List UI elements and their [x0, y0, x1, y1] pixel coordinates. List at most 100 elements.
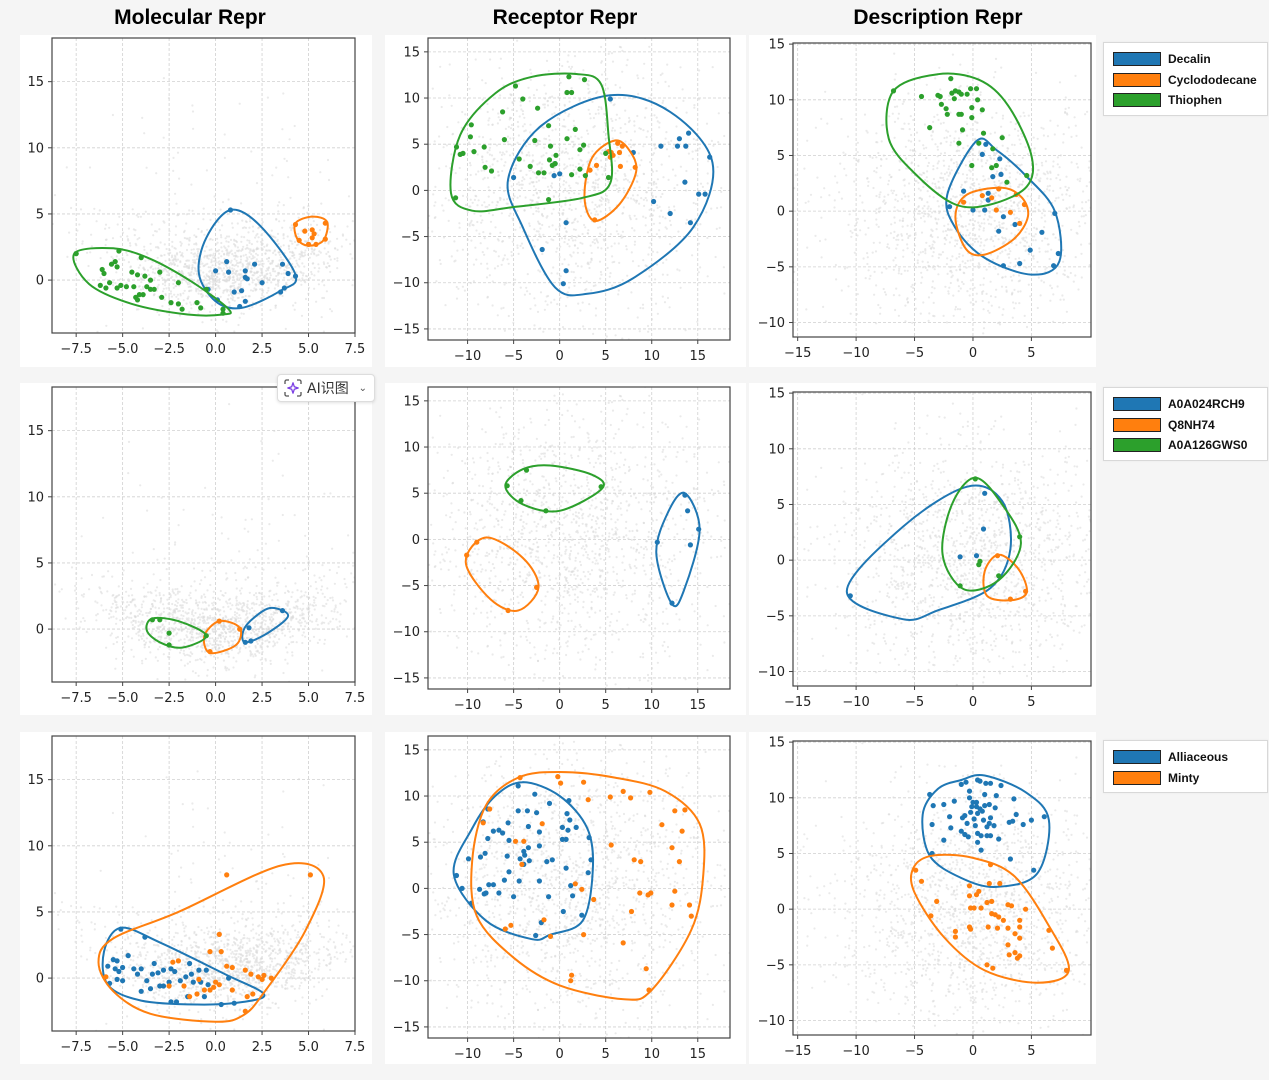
background-point	[257, 236, 260, 239]
background-point	[1017, 290, 1020, 293]
background-point	[588, 303, 591, 306]
background-point	[691, 254, 694, 257]
background-point	[618, 117, 621, 120]
background-point	[1014, 234, 1017, 237]
background-point	[468, 223, 471, 226]
background-point	[325, 266, 328, 269]
background-point	[198, 613, 202, 616]
background-point	[980, 222, 983, 225]
background-point	[182, 292, 185, 295]
background-point	[496, 201, 499, 204]
background-point	[498, 66, 501, 70]
background-point	[631, 227, 634, 230]
data-point	[582, 173, 589, 179]
background-point	[218, 266, 222, 269]
background-point	[300, 314, 304, 317]
background-point	[400, 197, 402, 199]
background-point	[397, 244, 399, 246]
background-point	[610, 101, 613, 104]
background-point	[124, 609, 127, 612]
background-point	[167, 274, 171, 277]
data-point	[667, 210, 673, 217]
data-point	[593, 162, 600, 168]
background-point	[544, 97, 547, 100]
background-point	[820, 256, 823, 259]
background-point	[280, 691, 282, 693]
background-point	[215, 287, 218, 290]
background-point	[260, 297, 263, 300]
background-point	[222, 267, 225, 270]
data-point	[510, 174, 517, 181]
background-point	[423, 156, 425, 158]
background-point	[190, 307, 193, 310]
background-point	[211, 618, 214, 622]
background-point	[177, 372, 179, 374]
background-point	[633, 130, 637, 133]
background-point	[544, 92, 548, 95]
data-point	[1021, 201, 1027, 208]
background-point	[481, 204, 484, 207]
background-point	[877, 151, 880, 155]
background-point	[484, 82, 487, 85]
background-point	[551, 129, 554, 132]
data-point	[577, 166, 583, 172]
background-point	[558, 164, 561, 167]
background-point	[1025, 241, 1029, 244]
background-point	[229, 290, 232, 293]
background-point	[168, 592, 171, 595]
background-point	[932, 240, 935, 243]
background-point	[1006, 193, 1009, 196]
background-point	[957, 137, 961, 140]
background-point	[979, 214, 982, 217]
background-point	[523, 159, 526, 162]
background-point	[532, 212, 535, 216]
background-point	[217, 221, 220, 224]
background-point	[621, 230, 625, 233]
background-point	[104, 243, 107, 247]
background-point	[643, 116, 647, 119]
background-point	[909, 115, 912, 118]
background-point	[227, 254, 230, 257]
background-point	[541, 252, 544, 256]
background-point	[1062, 133, 1065, 136]
data-point	[1000, 263, 1007, 269]
background-point	[600, 165, 603, 169]
background-point	[495, 20, 497, 22]
background-point	[673, 205, 676, 208]
background-point	[157, 283, 160, 286]
background-point	[927, 215, 930, 218]
background-point	[950, 158, 953, 161]
background-point	[250, 150, 253, 153]
background-point	[142, 586, 145, 589]
background-point	[644, 196, 647, 200]
background-point	[322, 261, 325, 264]
background-point	[516, 209, 519, 212]
background-point	[586, 129, 589, 132]
background-point	[869, 274, 872, 277]
background-point	[187, 285, 190, 289]
background-point	[1002, 308, 1005, 311]
background-point	[329, 620, 332, 623]
background-point	[534, 188, 538, 191]
background-point	[665, 258, 668, 261]
background-point	[486, 102, 489, 106]
background-point	[930, 134, 933, 137]
background-point	[519, 286, 522, 289]
background-point	[304, 249, 307, 252]
background-point	[65, 166, 68, 169]
background-point	[143, 248, 146, 251]
background-point	[207, 257, 210, 260]
background-point	[111, 575, 114, 578]
background-point	[902, 255, 905, 258]
background-point	[578, 99, 581, 102]
background-point	[577, 137, 581, 140]
background-point	[606, 87, 610, 90]
background-point	[180, 335, 182, 337]
background-point	[950, 265, 954, 268]
background-point	[167, 96, 170, 100]
background-point	[168, 249, 171, 252]
background-point	[212, 280, 216, 283]
background-point	[141, 622, 144, 626]
background-point	[936, 167, 939, 170]
background-point	[1067, 186, 1070, 189]
